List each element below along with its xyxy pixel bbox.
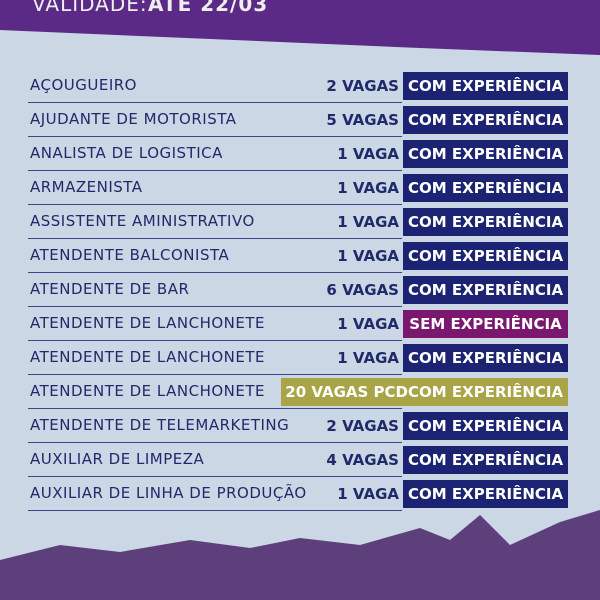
- row-divider: [28, 306, 402, 307]
- row-info: 2 VAGAS COM EXPERIÊNCIA: [322, 412, 568, 440]
- mountains: [0, 510, 600, 600]
- experience-badge: COM EXPERIÊNCIA: [408, 378, 568, 406]
- experience-badge: COM EXPERIÊNCIA: [403, 140, 568, 168]
- row-divider: [28, 272, 402, 273]
- experience-badge: SEM EXPERIÊNCIA: [403, 310, 568, 338]
- experience-badge: COM EXPERIÊNCIA: [403, 446, 568, 474]
- row-divider: [28, 204, 402, 205]
- job-row: AUXILIAR DE LIMPEZA 4 VAGAS COM EXPERIÊNCI…: [28, 445, 568, 477]
- job-title: AUXILIAR DE LIMPEZA: [30, 450, 205, 468]
- row-info: 1 VAGA COM EXPERIÊNCIA: [333, 480, 568, 508]
- vacancies: 4 VAGAS: [326, 451, 399, 469]
- experience-badge: COM EXPERIÊNCIA: [403, 276, 568, 304]
- row-divider: [28, 170, 402, 171]
- vacancies: 1 VAGA: [337, 213, 399, 231]
- validity-label: VALIDADE:: [32, 0, 148, 16]
- job-title: ATENDENTE DE BAR: [30, 280, 190, 298]
- top-band: [0, 0, 600, 55]
- validity-date: ATÉ 22/03: [148, 0, 269, 16]
- row-info: 1 VAGA COM EXPERIÊNCIA: [333, 174, 568, 202]
- vacancies: 2 VAGAS: [326, 417, 399, 435]
- job-title: AUXILIAR DE LINHA DE PRODUÇÃO: [30, 484, 307, 502]
- experience-badge: COM EXPERIÊNCIA: [403, 106, 568, 134]
- row-info: 1 VAGA COM EXPERIÊNCIA: [333, 208, 568, 236]
- vacancies: 1 VAGA: [337, 179, 399, 197]
- vacancies: 1 VAGA: [337, 247, 399, 265]
- row-divider: [28, 408, 402, 409]
- row-info: 5 VAGAS COM EXPERIÊNCIA: [322, 106, 568, 134]
- row-divider: [28, 510, 402, 511]
- row-info: 1 VAGA SEM EXPERIÊNCIA: [333, 310, 568, 338]
- job-row: AÇOUGUEIRO 2 VAGAS COM EXPERIÊNCIA: [28, 71, 568, 103]
- experience-badge: COM EXPERIÊNCIA: [403, 480, 568, 508]
- job-row: ATENDENTE DE LANCHONETE 1 VAGA COM EXPERIÊ…: [28, 343, 568, 375]
- row-info: 2 VAGAS COM EXPERIÊNCIA: [322, 72, 568, 100]
- row-info: 20 VAGAS PCD COM EXPERIÊNCIA: [281, 378, 568, 406]
- experience-badge: COM EXPERIÊNCIA: [403, 412, 568, 440]
- row-info: 4 VAGAS COM EXPERIÊNCIA: [322, 446, 568, 474]
- job-title: ATENDENTE DE LANCHONETE: [30, 314, 265, 332]
- row-divider: [28, 136, 402, 137]
- row-divider: [28, 442, 402, 443]
- row-info: 1 VAGA COM EXPERIÊNCIA: [333, 344, 568, 372]
- row-divider: [28, 476, 402, 477]
- vacancies: 5 VAGAS: [326, 111, 399, 129]
- job-title: ATENDENTE DE TELEMARKETING: [30, 416, 290, 434]
- experience-badge: COM EXPERIÊNCIA: [403, 242, 568, 270]
- job-title: AJUDANTE DE MOTORISTA: [30, 110, 237, 128]
- row-divider: [28, 374, 402, 375]
- job-row: ANALISTA DE LOGISTICA 1 VAGA COM EXPERIÊNC…: [28, 139, 568, 171]
- job-title: AÇOUGUEIRO: [30, 76, 137, 94]
- job-row: ATENDENTE BALCONISTA 1 VAGA COM EXPERIÊNCI…: [28, 241, 568, 273]
- job-row: ATENDENTE DE LANCHONETE 20 VAGAS PCD COM E…: [28, 377, 568, 409]
- row-info: 1 VAGA COM EXPERIÊNCIA: [333, 242, 568, 270]
- vacancies: 6 VAGAS: [326, 281, 399, 299]
- vacancies: 1 VAGA: [337, 349, 399, 367]
- job-title: ARMAZENISTA: [30, 178, 143, 196]
- job-title: ATENDENTE DE LANCHONETE: [30, 382, 265, 400]
- row-info: 6 VAGAS COM EXPERIÊNCIA: [322, 276, 568, 304]
- row-divider: [28, 102, 402, 103]
- vacancies: 1 VAGA: [337, 145, 399, 163]
- vacancies: 1 VAGA: [337, 485, 399, 503]
- experience-badge: COM EXPERIÊNCIA: [403, 72, 568, 100]
- job-row: ARMAZENISTA 1 VAGA COM EXPERIÊNCIA: [28, 173, 568, 205]
- job-row: ASSISTENTE AMINISTRATIVO 1 VAGA COM EXPERI…: [28, 207, 568, 239]
- row-divider: [28, 238, 402, 239]
- row-info: 1 VAGA COM EXPERIÊNCIA: [333, 140, 568, 168]
- experience-badge: COM EXPERIÊNCIA: [403, 174, 568, 202]
- job-row: ATENDENTE DE TELEMARKETING 2 VAGAS COM EXP…: [28, 411, 568, 443]
- job-row: AJUDANTE DE MOTORISTA 5 VAGAS COM EXPERIÊN…: [28, 105, 568, 137]
- job-row: ATENDENTE DE LANCHONETE 1 VAGA SEM EXPERIÊ…: [28, 309, 568, 341]
- job-title: ATENDENTE BALCONISTA: [30, 246, 230, 264]
- vacancies: 20 VAGAS PCD: [281, 378, 408, 406]
- job-row: ATENDENTE DE BAR 6 VAGAS COM EXPERIÊNCIA: [28, 275, 568, 307]
- experience-badge: COM EXPERIÊNCIA: [403, 208, 568, 236]
- vacancies: 2 VAGAS: [326, 77, 399, 95]
- experience-badge: COM EXPERIÊNCIA: [403, 344, 568, 372]
- row-divider: [28, 340, 402, 341]
- job-title: ASSISTENTE AMINISTRATIVO: [30, 212, 255, 230]
- job-row: AUXILIAR DE LINHA DE PRODUÇÃO 1 VAGA COM E…: [28, 479, 568, 511]
- job-title: ATENDENTE DE LANCHONETE: [30, 348, 265, 366]
- vacancies: 1 VAGA: [337, 315, 399, 333]
- job-title: ANALISTA DE LOGISTICA: [30, 144, 223, 162]
